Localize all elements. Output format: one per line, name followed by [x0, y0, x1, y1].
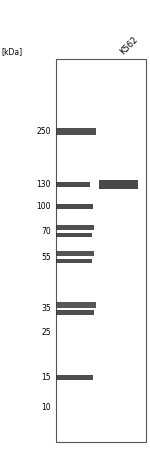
Bar [56, 204, 93, 208]
Text: 15: 15 [41, 373, 51, 382]
Text: 130: 130 [36, 180, 51, 189]
Bar [56, 259, 92, 263]
Text: 250: 250 [36, 127, 51, 136]
Text: K562: K562 [118, 35, 140, 56]
Text: 100: 100 [36, 202, 51, 211]
Bar [56, 225, 94, 230]
Bar [56, 233, 92, 237]
Text: 25: 25 [41, 328, 51, 337]
Bar [56, 310, 94, 315]
Text: 70: 70 [41, 227, 51, 235]
Bar [56, 251, 94, 256]
Text: 10: 10 [41, 403, 51, 412]
Bar [56, 302, 96, 308]
Text: 55: 55 [41, 253, 51, 262]
Bar [56, 59, 146, 442]
Bar [56, 375, 93, 381]
Text: 35: 35 [41, 304, 51, 313]
Bar [99, 180, 138, 189]
Bar [56, 128, 96, 135]
Bar [56, 182, 90, 187]
Text: [kDa]: [kDa] [2, 47, 23, 56]
